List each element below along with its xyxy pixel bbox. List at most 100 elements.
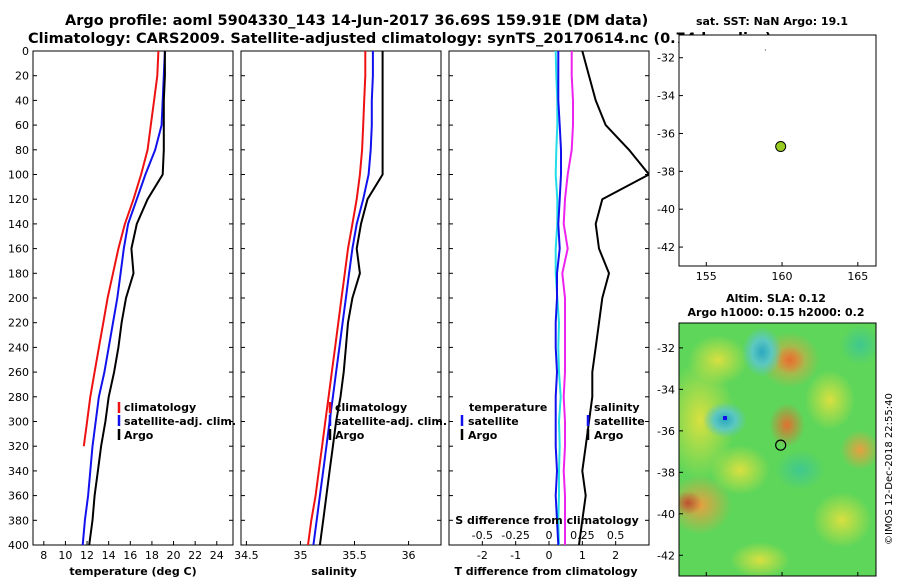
salinity-x-axis: 34.5 35 35.5 36 — [234, 541, 416, 562]
depth-tick-label: 300 — [8, 416, 29, 429]
tdiff-argo-line — [578, 51, 649, 545]
legend-label-t-satellite: satellite — [468, 415, 519, 428]
depth-tick-label: 140 — [8, 218, 29, 231]
difference-axes — [448, 50, 650, 546]
depth-tick-label: 240 — [8, 341, 29, 354]
sst-map-float-marker — [775, 141, 787, 153]
depth-tick-label: 80 — [15, 144, 29, 157]
sdiff-tick-label: 0 — [546, 529, 553, 542]
sla-map-y-tick-label: -42 — [657, 549, 675, 562]
legend-label-argo: Argo — [335, 429, 365, 442]
sst-map-y-tick-label: -34 — [657, 90, 675, 103]
depth-tick-label: 280 — [8, 391, 29, 404]
temperature-series — [81, 51, 166, 545]
sdiff-satellite-line — [554, 51, 562, 545]
sdiff-argo-line — [561, 51, 574, 545]
temperature-tick-label: 20 — [167, 549, 181, 562]
legend-title-temperature: temperature — [469, 401, 547, 414]
legend-label-s-argo: Argo — [594, 429, 624, 442]
depth-tick-label: 120 — [8, 193, 29, 206]
difference-legend-salinity: salinity satellite Argo — [586, 401, 645, 442]
salinity-series — [307, 51, 384, 545]
depth-tick-label: 360 — [8, 490, 29, 503]
sst-map-x-tick-label: 155 — [696, 270, 717, 283]
tdiff-tick-label: -1 — [510, 549, 521, 562]
sst-map-x-tick-label: 160 — [772, 270, 793, 283]
temperature-xlabel: temperature (deg C) — [69, 565, 196, 578]
sla-map-axes — [678, 322, 877, 577]
sla-map-y-tick-label: -40 — [657, 508, 675, 521]
tdiff-tick-label: 1 — [579, 549, 586, 562]
temperature-legend: climatology satellite-adj. clim. Argo — [117, 401, 236, 442]
depth-tick-label: 20 — [15, 70, 29, 83]
salinity-tick-label: 35.5 — [342, 549, 367, 562]
temperature-tick-label: 8 — [40, 549, 47, 562]
depth-tick-label: 40 — [15, 94, 29, 107]
temperature-tick-label: 16 — [123, 549, 137, 562]
sla-map-y-tick-label: -36 — [657, 425, 675, 438]
legend-label-satellite: satellite-adj. clim. — [335, 415, 447, 428]
legend-label-t-argo: Argo — [468, 429, 498, 442]
salinity-xlabel: salinity — [311, 565, 357, 578]
depth-tick-label: 260 — [8, 366, 29, 379]
sst-map-y-tick-label: -42 — [657, 241, 675, 254]
depth-tick-label: 200 — [8, 292, 29, 305]
sst-map-ticks: 155 160 165 -32 -34 -36 -38 -40 -42 — [657, 52, 868, 283]
figure-title-line2: Climatology: CARS2009. Satellite-adjuste… — [28, 31, 772, 47]
t-diff-xlabel: T difference from climatology — [454, 565, 637, 578]
legend-label-climatology: climatology — [335, 401, 407, 414]
difference-legend-temperature: temperature satellite Argo — [460, 401, 547, 442]
imos-credit: ©IMOS 12-Dec-2018 22:55:40 — [884, 393, 895, 545]
sla-map-title-line2: Argo h1000: 0.15 h2000: 0.2 — [687, 306, 864, 319]
temperature-axes — [32, 50, 234, 546]
temperature-climatology-line — [82, 51, 160, 447]
tdiff-tick-label: -2 — [477, 549, 488, 562]
temperature-tick-label: 18 — [145, 549, 159, 562]
depth-axis: 0 20 40 60 80 100 120 140 160 180 200 220 240 260 280 3… — [8, 45, 649, 552]
sla-map-y-tick-label: -38 — [657, 466, 675, 479]
depth-tick-label: 180 — [8, 267, 29, 280]
depth-tick-label: 0 — [22, 45, 29, 58]
sst-map-y-tick-label: -36 — [657, 127, 675, 140]
sla-map-blue-marker — [723, 416, 727, 420]
depth-tick-label: 320 — [8, 440, 29, 453]
s-diff-x-axis: -0.5 -0.25 0 0.25 0.5 — [472, 529, 625, 542]
depth-tick-label: 220 — [8, 317, 29, 330]
salinity-tick-label: 36 — [402, 549, 416, 562]
salinity-legend: climatology satellite-adj. clim. Argo — [328, 401, 447, 442]
salinity-tick-label: 34.5 — [234, 549, 259, 562]
depth-tick-label: 100 — [8, 169, 29, 182]
sdiff-tick-label: 0.5 — [607, 529, 625, 542]
legend-label-satellite: satellite-adj. clim. — [124, 415, 236, 428]
salinity-climatology-line — [307, 51, 367, 545]
temperature-argo-line — [88, 51, 166, 545]
figure-title-line1: Argo profile: aoml 5904330_143 14-Jun-20… — [65, 13, 648, 29]
sla-map-float-marker — [775, 439, 787, 451]
depth-tick-label: 340 — [8, 465, 29, 478]
sst-map-y-tick-label: -32 — [657, 52, 675, 65]
sla-map-y-tick-label: -34 — [657, 383, 675, 396]
sst-map-y-tick-label: -38 — [657, 165, 675, 178]
sst-map-x-tick-label: 165 — [847, 270, 868, 283]
temperature-x-axis: 8 10 12 14 16 18 20 22 24 — [40, 541, 224, 562]
legend-title-salinity: salinity — [594, 401, 640, 414]
legend-label-argo: Argo — [124, 429, 154, 442]
legend-label-s-satellite: satellite — [594, 415, 645, 428]
sla-map-y-tick-label: -32 — [657, 342, 675, 355]
depth-tick-label: 400 — [8, 539, 29, 552]
legend-label-climatology: climatology — [124, 401, 196, 414]
temperature-satellite-line — [81, 51, 166, 545]
sla-map-title-line1: Altim. SLA: 0.12 — [726, 292, 826, 305]
salinity-tick-label: 35 — [293, 549, 307, 562]
sst-map-y-tick-label: -40 — [657, 203, 675, 216]
temperature-tick-label: 14 — [102, 549, 116, 562]
sst-map-speck: · — [764, 46, 767, 55]
sdiff-tick-label: 0.25 — [570, 529, 595, 542]
temperature-tick-label: 12 — [80, 549, 94, 562]
depth-tick-label: 160 — [8, 243, 29, 256]
s-diff-xlabel: S difference from climatology — [455, 514, 639, 527]
t-diff-x-axis: -2 -1 0 1 2 — [477, 541, 619, 562]
sst-map-title: sat. SST: NaN Argo: 19.1 — [696, 15, 848, 28]
